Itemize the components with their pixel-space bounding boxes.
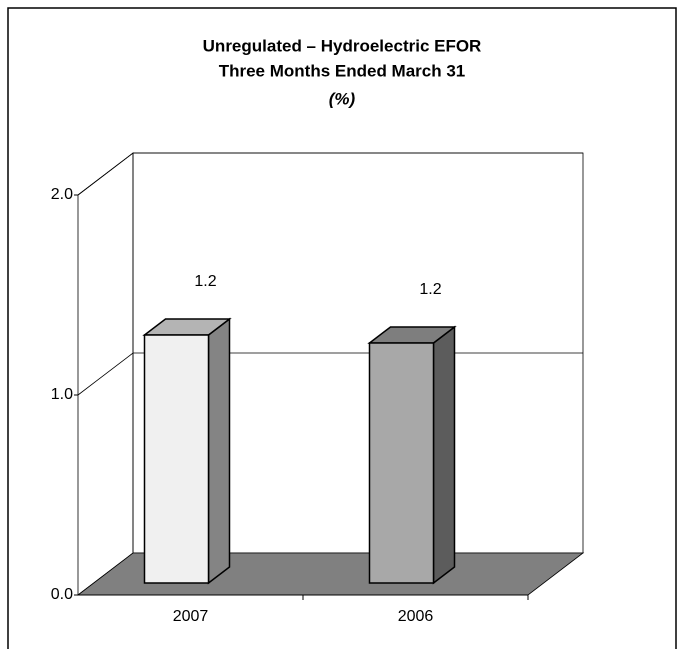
bar-side xyxy=(207,317,231,585)
bar xyxy=(368,342,435,584)
data-label: 1.2 xyxy=(194,273,216,290)
x-tick-label: 2007 xyxy=(173,608,209,625)
chart-subtitle: Three Months Ended March 31 xyxy=(219,61,466,80)
x-tick-label: 2006 xyxy=(398,608,434,625)
chart-title: Unregulated – Hydroelectric EFOR xyxy=(203,36,482,55)
data-label: 1.2 xyxy=(419,281,441,298)
bar-side xyxy=(432,325,456,585)
bar xyxy=(143,334,210,584)
y-tick-label: 2.0 xyxy=(51,186,73,203)
y-tick-label: 0.0 xyxy=(51,586,73,603)
unit-label: (%) xyxy=(329,89,356,108)
grid-line xyxy=(77,152,583,196)
y-tick-label: 1.0 xyxy=(51,386,73,403)
frame xyxy=(7,7,677,649)
